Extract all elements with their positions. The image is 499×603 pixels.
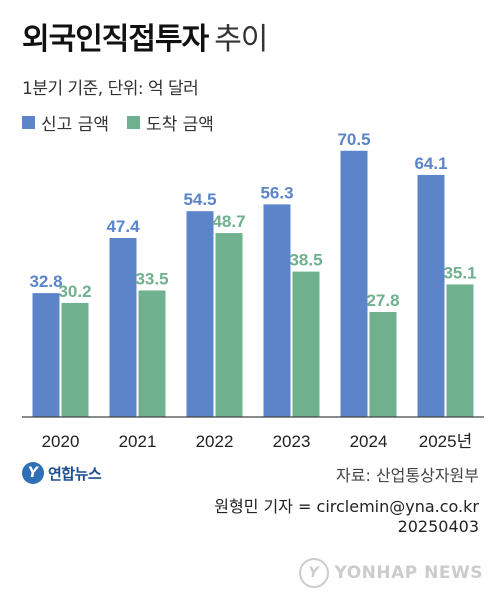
watermark: Y YONHAP NEWS — [298, 558, 483, 588]
x-tick-label-5: 2025년 — [419, 432, 472, 451]
bar-arrived-2 — [215, 233, 243, 417]
legend-item-arrived: 도착 금액 — [126, 110, 214, 135]
legend: 신고 금액 도착 금액 — [22, 110, 232, 135]
reporter-line: 원형민 기자 = circlemin@yna.co.kr — [214, 497, 479, 516]
bar-reported-4 — [340, 150, 368, 417]
legend-item-reported: 신고 금액 — [22, 110, 109, 135]
legend-label-reported: 신고 금액 — [41, 115, 109, 135]
yonhap-logo-icon: Y — [22, 462, 44, 484]
x-tick-label-3: 2023 — [273, 432, 311, 451]
bar-chart: 32.830.2 2020 47.4 33.5 2021 54.5 48.7 2022 56.3… — [22, 130, 484, 451]
data-label-reported-0: 32.8 — [29, 272, 62, 291]
data-label-reported-3: 56.3 — [260, 183, 293, 202]
x-tick-label-1: 2021 — [119, 432, 157, 451]
data-label-arrived-0: 30.2 — [58, 282, 91, 301]
source-note: 자료: 산업통상자원부 — [336, 466, 479, 485]
date-line: 20250403 — [397, 517, 479, 536]
bar-arrived-0 — [61, 302, 89, 417]
watermark-text: YONHAP NEWS — [334, 563, 483, 583]
bar-reported-3 — [263, 204, 291, 417]
bar-reported-0 — [32, 293, 60, 417]
credit: 원형민 기자 = circlemin@yna.co.kr 20250403 — [214, 497, 479, 537]
bar-arrived-4 — [369, 312, 397, 417]
data-label-reported-1: 47.4 — [106, 217, 140, 236]
data-label-arrived-1: 33.5 — [135, 269, 168, 288]
data-label-arrived-5: 35.1 — [443, 263, 476, 282]
yonhap-logo: Y 연합뉴스 — [22, 462, 102, 484]
x-tick-label-2: 2022 — [196, 432, 234, 451]
data-label-arrived-3: 38.5 — [289, 251, 322, 270]
bar-reported-2 — [186, 211, 214, 417]
bar-arrived-3 — [292, 271, 320, 417]
title-sub: 추이 — [214, 22, 268, 57]
data-label-arrived-2: 48.7 — [212, 212, 245, 231]
chart-title: 외국인직접투자 추이 — [22, 14, 268, 58]
data-label-reported-5: 64.1 — [414, 154, 447, 173]
x-tick-label-0: 2020 — [42, 432, 80, 451]
data-label-reported-2: 54.5 — [183, 190, 216, 209]
chart-subtitle: 1분기 기준, 단위: 억 달러 — [22, 79, 199, 99]
data-label-reported-4: 70.5 — [337, 130, 370, 149]
title-main: 외국인직접투자 — [22, 22, 209, 57]
bar-arrived-5 — [446, 284, 474, 417]
legend-swatch-reported — [22, 116, 35, 129]
bar-reported-1 — [109, 237, 137, 417]
bar-reported-5 — [417, 174, 445, 417]
legend-swatch-arrived — [126, 116, 140, 129]
x-tick-label-4: 2024 — [350, 432, 388, 451]
legend-label-arrived: 도착 금액 — [145, 115, 214, 135]
data-label-arrived-4: 27.8 — [366, 291, 399, 310]
watermark-logo-icon: Y — [298, 558, 329, 588]
yonhap-logo-text: 연합뉴스 — [48, 464, 102, 483]
bar-arrived-1 — [138, 290, 166, 417]
